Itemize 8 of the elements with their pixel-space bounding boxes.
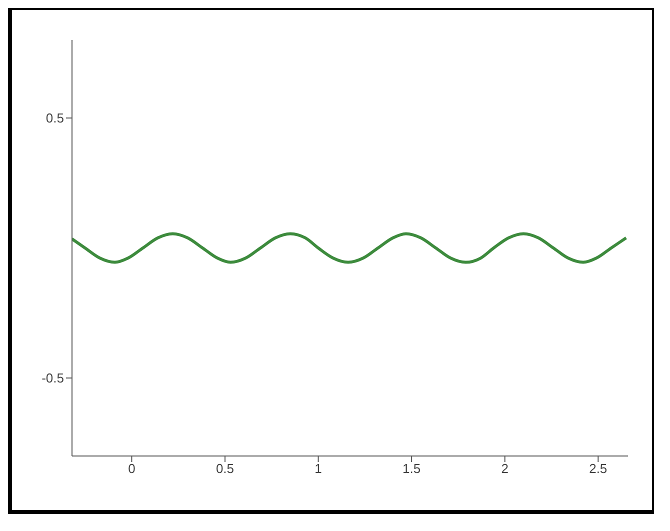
x-tick-label: 1 bbox=[314, 461, 322, 476]
x-tick-label: 2 bbox=[501, 461, 508, 476]
x-tick-label: 0 bbox=[128, 461, 136, 476]
x-tick-label: 2.5 bbox=[589, 461, 608, 476]
y-tick-label: -0.5 bbox=[42, 370, 64, 386]
x-tick-label: 0.5 bbox=[216, 461, 234, 476]
x-tick-label: 1.5 bbox=[402, 461, 421, 476]
line-series bbox=[72, 232, 628, 264]
